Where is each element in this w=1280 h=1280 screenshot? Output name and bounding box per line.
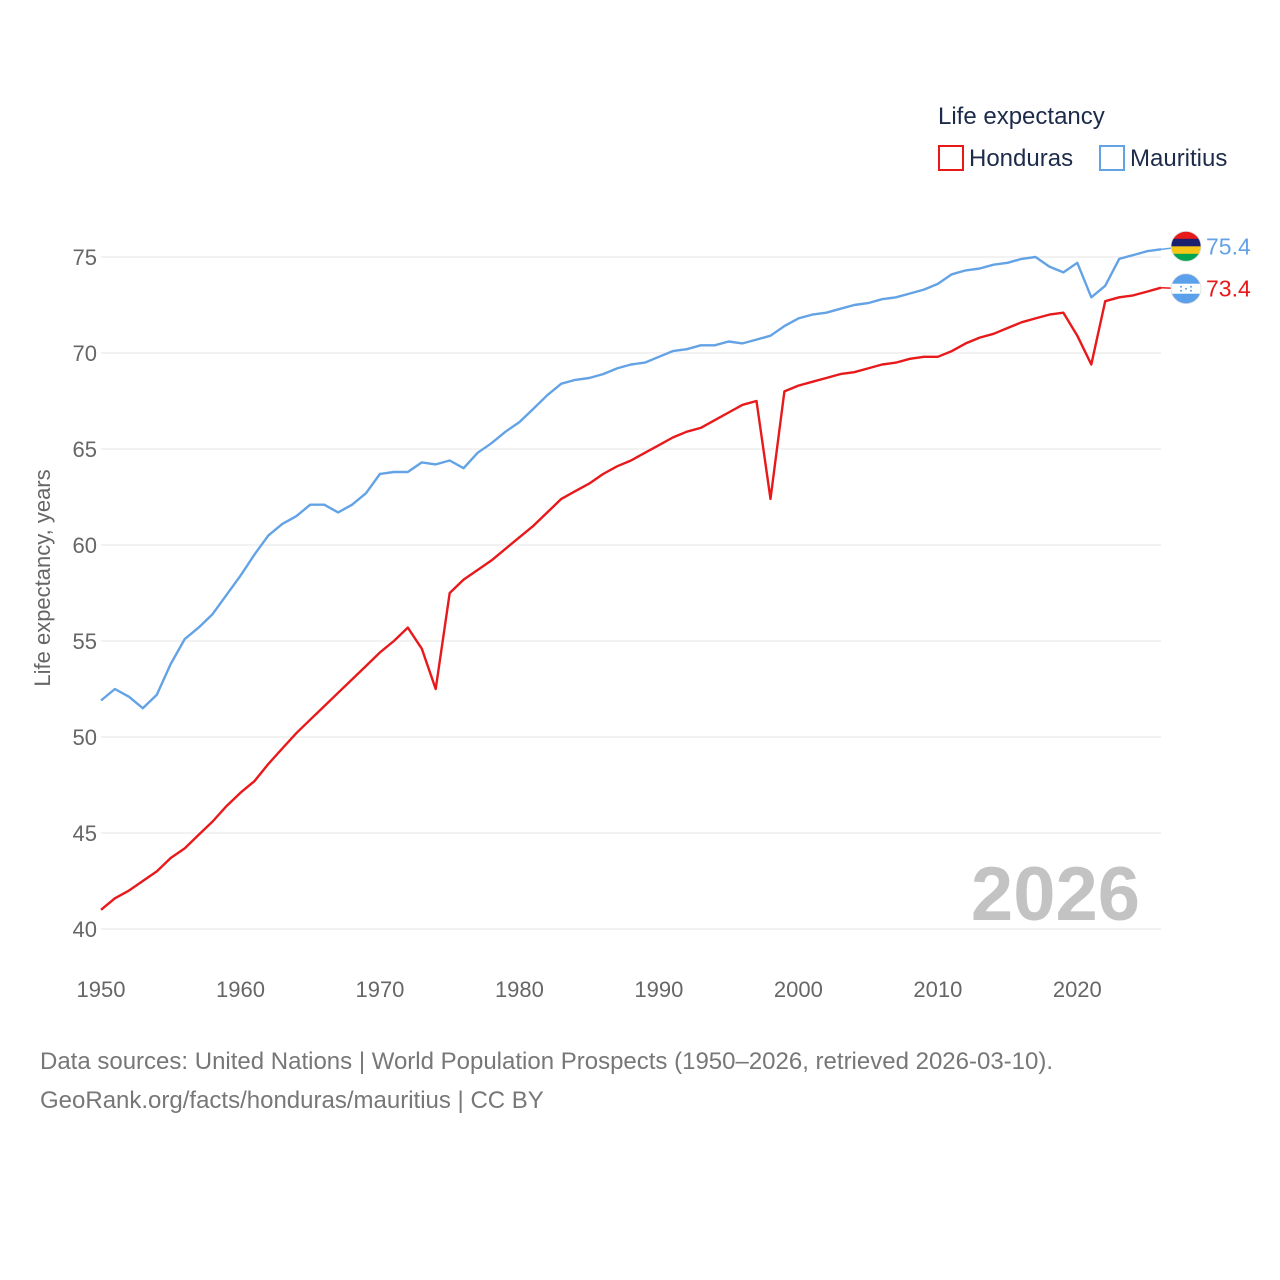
y-tick-label: 65 [73, 437, 97, 462]
year-watermark: 2026 [971, 852, 1140, 937]
series-lines [100, 248, 1162, 911]
legend: Life expectancy Honduras Mauritius [938, 103, 1227, 172]
series-line-mauritius[interactable] [100, 248, 1162, 710]
y-tick-label: 75 [73, 245, 97, 270]
legend-label-mauritius: Mauritius [1130, 145, 1227, 172]
y-tick-label: 45 [73, 821, 97, 846]
x-tick-label: 2020 [1053, 977, 1102, 1002]
x-axis-ticks: 1950 1960 1970 1980 1990 2000 2010 2020 [77, 977, 1102, 1002]
y-axis-ticks: 40 45 50 55 60 65 70 75 [73, 245, 97, 942]
end-markers: 73.4 75.4 [1160, 230, 1251, 305]
footer-sources: Data sources: United Nations | World Pop… [40, 1048, 1054, 1075]
end-label-mauritius: 75.4 [1206, 233, 1251, 259]
footer-link[interactable]: GeoRank.org/facts/honduras/mauritius | C… [40, 1087, 544, 1114]
legend-label-honduras: Honduras [969, 145, 1073, 172]
end-label-honduras: 73.4 [1206, 276, 1251, 302]
legend-item-mauritius[interactable]: Mauritius [1099, 145, 1227, 172]
footer: Data sources: United Nations | World Pop… [40, 1042, 1053, 1120]
x-tick-label: 1950 [77, 977, 126, 1002]
y-tick-label: 55 [73, 629, 97, 654]
legend-item-honduras[interactable]: Honduras [938, 145, 1073, 172]
x-tick-label: 1980 [495, 977, 544, 1002]
y-axis-title: Life expectancy, years [30, 469, 55, 686]
legend-swatch-mauritius [1099, 145, 1125, 171]
gridlines [101, 256, 1161, 930]
x-tick-label: 2010 [913, 977, 962, 1002]
flag-mauritius-icon [1170, 230, 1202, 262]
flag-honduras-icon [1170, 273, 1202, 305]
y-tick-label: 50 [73, 725, 97, 750]
legend-swatch-honduras [938, 145, 964, 171]
series-line-honduras[interactable] [100, 286, 1162, 911]
x-tick-label: 1970 [355, 977, 404, 1002]
y-tick-label: 40 [73, 917, 97, 942]
x-tick-label: 1960 [216, 977, 265, 1002]
y-tick-label: 70 [73, 341, 97, 366]
x-tick-label: 2000 [774, 977, 823, 1002]
y-tick-label: 60 [73, 533, 97, 558]
legend-title: Life expectancy [938, 103, 1105, 130]
x-tick-label: 1990 [634, 977, 683, 1002]
